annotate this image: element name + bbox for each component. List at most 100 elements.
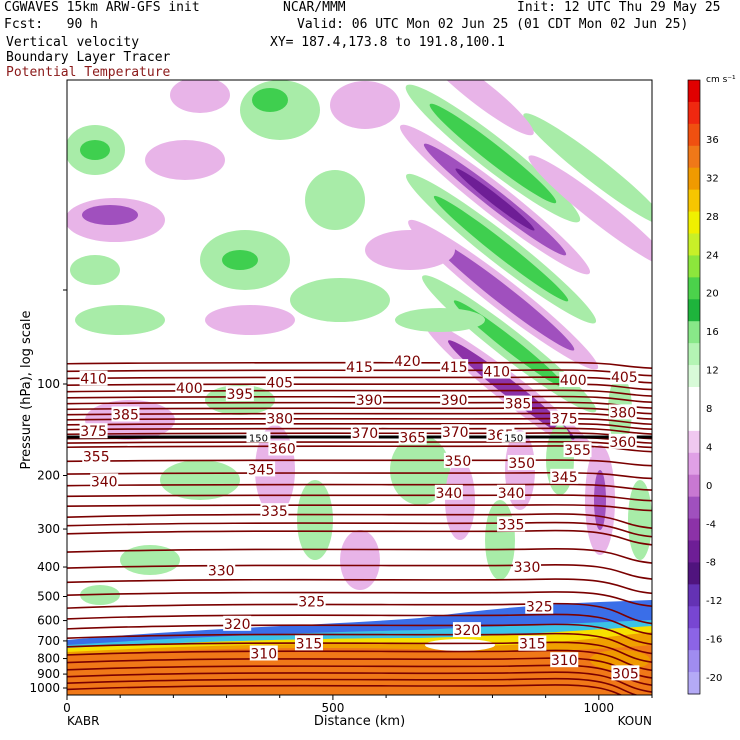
theta-label-text: 355 [83,449,110,465]
upper-wave-bands [67,80,652,459]
colorbar-tick-label: 20 [706,289,719,300]
cross-section-endpoints: XY= 187.4,173.8 to 191.8,100.1 [270,35,505,50]
theta-label-text: 360 [269,442,296,458]
theta-label: 335 [497,516,526,534]
colorbar-swatch [688,145,700,169]
theta-label: 385 [111,406,140,424]
theta-contour-line [67,602,652,625]
colorbar-tick-label: 32 [706,173,719,184]
theta-label: 355 [563,442,592,459]
theta-label-bg [90,473,119,489]
theta-label-text: 335 [498,518,525,534]
colorbar-swatch [688,189,700,213]
theta-contour-line [67,389,652,397]
theta-label-bg [398,429,427,445]
colorbar-swatch [688,408,700,432]
theta-label-bg [225,386,254,402]
theta-label: 390 [440,392,469,409]
theta-contour-line [67,521,652,538]
theta-label-bg [345,359,374,375]
x-axis-label: Distance (km) [314,714,405,729]
colorbar-swatch [688,233,700,256]
theta-label: 310 [550,652,579,669]
colorbar-swatch [688,343,700,366]
theta-label-text: 340 [435,486,462,502]
colorbar: cm s⁻¹ 36 32 28 24 20 16 12 8 4 0 -4 -8 -12 -16 -20 [687,75,736,695]
theta-contour-line [67,632,652,655]
tropopause-label: 150 [249,434,268,445]
theta-label-text: 335 [261,504,288,520]
theta-label-bg [559,371,588,387]
theta-label-bg [265,410,294,426]
theta-label: 345 [550,468,579,486]
theta-label: 350 [507,455,536,472]
y-tick-label: 500 [37,589,60,603]
theta-label-text: 320 [454,623,481,639]
theta-contour-line [67,613,652,636]
right-endpoint-label: KOUN [618,714,652,728]
theta-label-text: 330 [208,563,235,579]
theta-label-bg [452,622,481,638]
theta-label: 310 [249,645,278,662]
tropopause-label: 150 [504,434,523,445]
theta-label-bg [503,395,532,411]
theta-label-bg [79,423,108,439]
colorbar-tick-label: -12 [706,596,722,607]
theta-label-bg [610,369,639,385]
colorbar-tick-label: -4 [706,519,716,530]
theta-label-text: 340 [91,474,118,490]
theta-label: 335 [260,503,289,520]
theta-contour-line [67,623,652,646]
theta-label-text: 360 [609,435,636,451]
theta-contour-line [67,504,652,512]
theta-label-bg [268,440,297,456]
center-name: NCAR/MMM [283,0,346,15]
colorbar-swatch [688,80,700,103]
theta-label: 320 [223,615,252,633]
x-tick-label: 1000 [584,701,615,715]
theta-label-text: 400 [176,381,203,397]
colorbar-swatch [688,430,700,454]
colorbar-swatch [688,650,700,673]
theta-label-text: 350 [508,456,535,472]
colorbar-swatch [688,474,700,498]
theta-label-text: 315 [519,637,546,653]
theta-contour-line [67,383,652,391]
colorbar-unit: cm s⁻¹ [706,75,736,85]
y-tick-label: 1000 [29,681,60,695]
theta-label-bg [563,442,592,458]
theta-label-bg [611,665,640,681]
theta-label-text: 315 [296,636,323,652]
theta-label: 355 [82,448,111,465]
theta-label-text: 330 [514,560,541,576]
colorbar-swatch [688,672,700,695]
theta-label-bg [297,593,326,609]
theta-label-text: 380 [609,405,636,421]
theta-label: 410 [482,363,511,381]
y-tick-label: 400 [37,560,60,574]
theta-label-bg [440,392,469,408]
theta-label: 380 [608,404,637,421]
theta-contour-line [67,578,652,595]
colorbar-swatch [688,321,700,344]
theta-label: 345 [247,461,276,478]
init-time: Init: 12 UTC Thu 29 May 25 [517,0,721,15]
theta-label-text: 385 [505,397,532,413]
colorbar-tick-label: -20 [706,673,722,684]
colorbar-tick-label: 12 [706,366,719,377]
colorbar-swatch [688,584,700,607]
colorbar-swatch [688,211,700,234]
theta-label-bg [355,392,384,408]
theta-label-text: 390 [441,393,468,409]
theta-label: 350 [443,452,472,470]
left-endpoint-label: KABR [67,714,99,728]
theta-label: 320 [452,622,481,639]
y-axis-label: Pressure (hPa), log scale [19,311,34,470]
colorbar-tick-label: 8 [706,404,712,415]
theta-label-text: 345 [248,462,275,478]
colorbar-tick-label: 4 [706,442,712,453]
theta-label: 325 [297,593,326,611]
colorbar-swatch [688,299,700,322]
theta-label: 370 [350,425,379,442]
